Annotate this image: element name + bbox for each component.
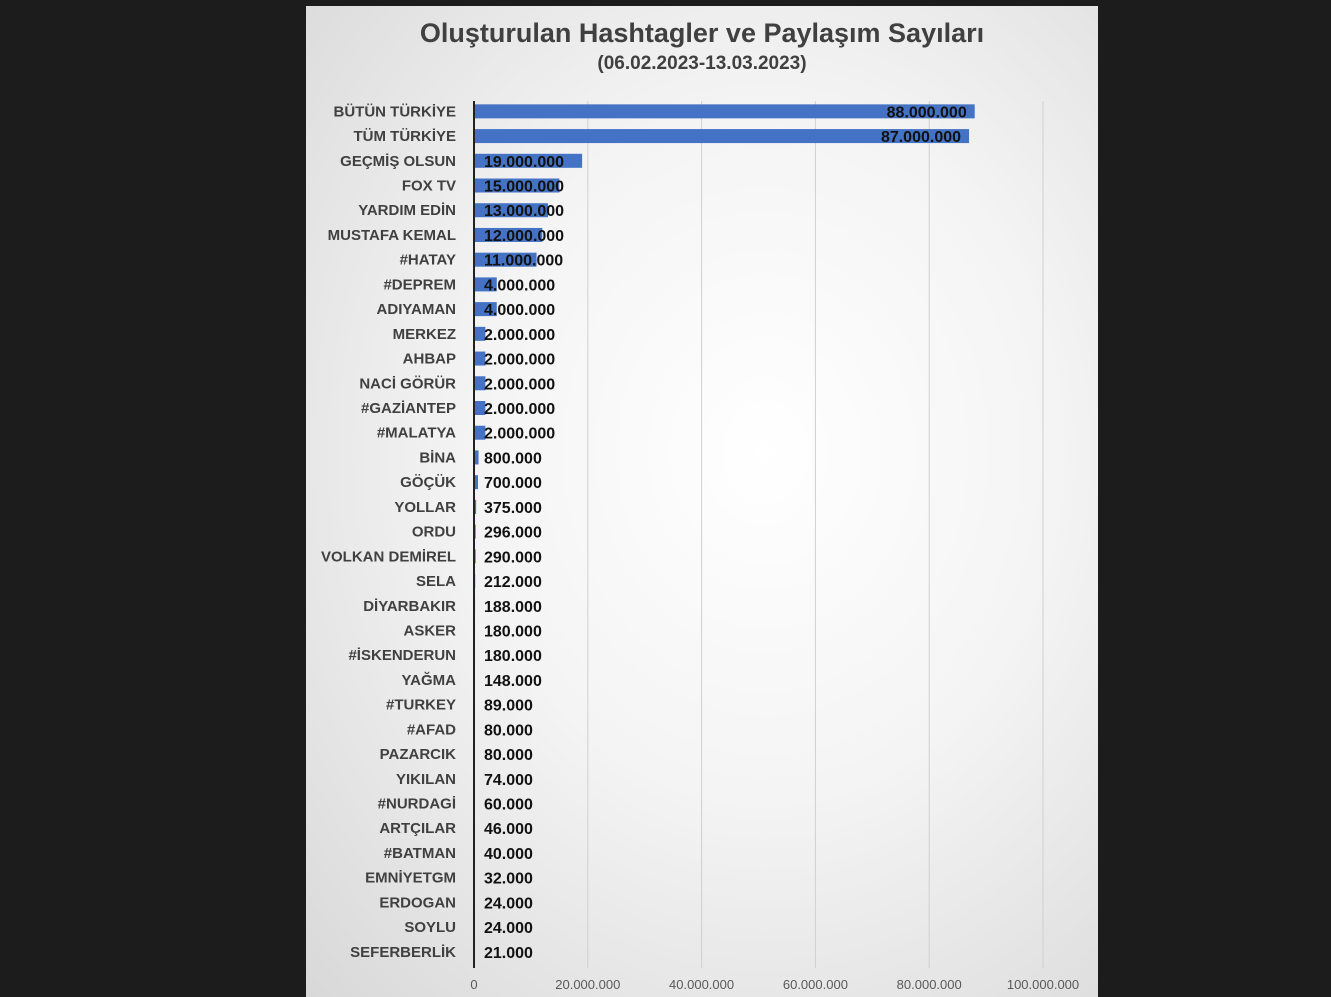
bar [474, 104, 975, 119]
x-tick-label: 20.000.000 [555, 977, 620, 992]
category-label: VOLKAN DEMİREL [321, 548, 456, 565]
data-label: 13.000.000 [484, 203, 564, 220]
data-label: 4.000.000 [484, 277, 555, 294]
bar [474, 425, 486, 440]
category-label: GÖÇÜK [400, 474, 456, 491]
x-tick-label: 60.000.000 [783, 977, 848, 992]
category-label: #GAZİANTEP [361, 400, 456, 417]
bar [474, 376, 486, 391]
data-label: 180.000 [484, 623, 542, 640]
data-label: 46.000 [484, 821, 533, 838]
data-label: 296.000 [484, 525, 542, 542]
category-label: #AFAD [407, 721, 456, 738]
data-label: 4.000.000 [484, 302, 555, 319]
category-label: DİYARBAKIR [363, 598, 456, 615]
category-label: GEÇMİŞ OLSUN [340, 153, 456, 170]
category-label: BİNA [419, 449, 456, 466]
category-label: ARTÇILAR [379, 820, 456, 837]
category-label: #HATAY [400, 252, 456, 269]
category-label: SELA [416, 573, 456, 590]
bar [474, 153, 583, 168]
x-tick-label: 80.000.000 [897, 977, 962, 992]
category-label: #BATMAN [384, 845, 456, 862]
category-label: BÜTÜN TÜRKİYE [334, 103, 457, 120]
chart-title: Oluşturulan Hashtagler ve Paylaşım Sayıl… [419, 18, 985, 48]
data-label: 11.000.000 [484, 253, 563, 270]
category-label: YAĞMA [402, 671, 457, 689]
category-label: TÜM TÜRKİYE [354, 128, 457, 145]
chart-subtitle: (06.02.2023-13.03.2023) [597, 53, 807, 74]
data-label: 24.000 [484, 895, 533, 912]
category-label: FOX TV [402, 178, 456, 195]
bar [474, 227, 543, 242]
category-label: ORDU [412, 524, 456, 541]
bar [474, 203, 548, 218]
data-label: 188.000 [484, 599, 542, 616]
data-label: 40.000 [484, 846, 533, 863]
data-label: 148.000 [484, 673, 542, 690]
category-label: MUSTAFA KEMAL [328, 227, 456, 244]
x-tick-label: 0 [470, 977, 477, 992]
data-label: 80.000 [484, 722, 533, 739]
category-label: YIKILAN [396, 771, 456, 788]
category-label: #NURDAGİ [378, 796, 456, 813]
category-label: EMNİYETGM [365, 870, 456, 887]
bar [474, 475, 478, 490]
data-label: 88.000.000 [887, 104, 967, 121]
category-label: ASKER [403, 622, 456, 639]
data-label: 12.000.000 [484, 228, 564, 245]
data-label: 2.000.000 [484, 401, 555, 418]
data-label: 32.000 [484, 871, 533, 888]
bar [474, 351, 486, 366]
bar [474, 499, 477, 514]
category-label: AHBAP [403, 351, 456, 368]
data-label: 60.000 [484, 797, 533, 814]
category-label: NACİ GÖRÜR [359, 375, 456, 392]
bar-chart: 0 20.000.000 40.000.000 60.000.000 80.000.00… [321, 101, 1079, 992]
category-label: SEFERBERLİK [350, 944, 456, 961]
data-label: 80.000 [484, 747, 533, 764]
data-label: 15.000.000 [484, 179, 564, 196]
category-label: SOYLU [404, 919, 456, 936]
data-label: 212.000 [484, 574, 542, 591]
category-label: YOLLAR [394, 499, 456, 516]
data-label: 700.000 [484, 475, 542, 492]
category-label: PAZARCIK [380, 746, 457, 763]
category-label: #DEPREM [383, 276, 456, 293]
category-label: #İSKENDERUN [348, 647, 456, 664]
chart-panel: Oluşturulan Hashtagler ve Paylaşım Sayıl… [306, 6, 1098, 997]
data-label: 74.000 [484, 772, 533, 789]
category-label: MERKEZ [393, 326, 456, 343]
category-label: #MALATYA [377, 425, 456, 442]
data-label: 2.000.000 [484, 426, 555, 443]
bar [474, 326, 486, 341]
data-label: 89.000 [484, 698, 533, 715]
data-label: 24.000 [484, 920, 533, 937]
bar [474, 277, 497, 292]
bar [474, 129, 970, 144]
data-label: 180.000 [484, 648, 542, 665]
data-label: 800.000 [484, 450, 542, 467]
x-tick-label: 100.000.000 [1007, 977, 1079, 992]
category-label: #TURKEY [386, 697, 456, 714]
category-label: YARDIM EDİN [358, 202, 456, 219]
x-tick-label: 40.000.000 [669, 977, 734, 992]
data-label: 2.000.000 [484, 376, 555, 393]
bar [474, 450, 479, 465]
bar [474, 302, 497, 317]
data-label: 2.000.000 [484, 327, 555, 344]
data-label: 2.000.000 [484, 352, 555, 369]
bar [474, 178, 560, 193]
data-label: 290.000 [484, 549, 542, 566]
category-label: ADIYAMAN [377, 301, 456, 318]
data-label: 21.000 [484, 945, 533, 962]
bar [474, 252, 537, 267]
category-label: ERDOGAN [379, 894, 456, 911]
data-label: 375.000 [484, 500, 542, 517]
data-label: 19.000.000 [484, 154, 564, 171]
bar [474, 401, 486, 415]
data-label: 87.000.000 [881, 129, 961, 146]
